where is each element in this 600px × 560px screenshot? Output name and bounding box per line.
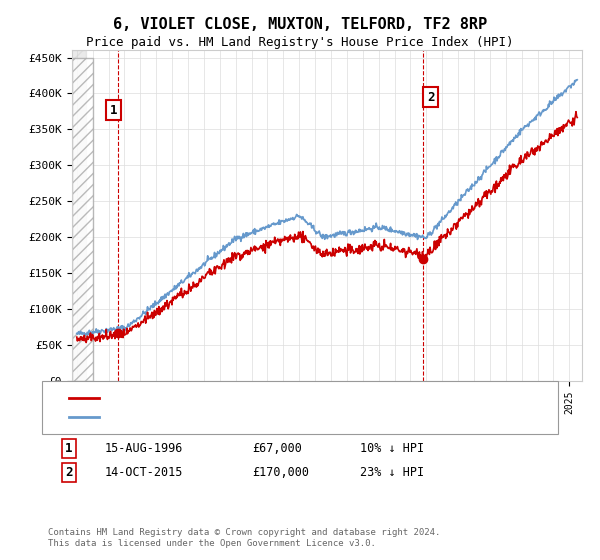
Text: 1: 1 <box>110 104 118 116</box>
Text: 6, VIOLET CLOSE, MUXTON, TELFORD, TF2 8RP: 6, VIOLET CLOSE, MUXTON, TELFORD, TF2 8R… <box>113 17 487 32</box>
Text: £67,000: £67,000 <box>252 442 302 455</box>
Bar <box>69 50 86 381</box>
Text: 1: 1 <box>65 442 73 455</box>
Text: 6, VIOLET CLOSE, MUXTON, TELFORD, TF2 8RP (detached house): 6, VIOLET CLOSE, MUXTON, TELFORD, TF2 8R… <box>105 393 467 403</box>
Text: £170,000: £170,000 <box>252 466 309 479</box>
Text: Contains HM Land Registry data © Crown copyright and database right 2024.
This d: Contains HM Land Registry data © Crown c… <box>48 528 440 548</box>
Text: Price paid vs. HM Land Registry's House Price Index (HPI): Price paid vs. HM Land Registry's House … <box>86 36 514 49</box>
Text: 10% ↓ HPI: 10% ↓ HPI <box>360 442 424 455</box>
Text: 23% ↓ HPI: 23% ↓ HPI <box>360 466 424 479</box>
Text: 14-OCT-2015: 14-OCT-2015 <box>105 466 184 479</box>
Text: HPI: Average price, detached house, Telford and Wrekin: HPI: Average price, detached house, Telf… <box>105 412 443 422</box>
Text: 2: 2 <box>427 91 434 104</box>
Text: 15-AUG-1996: 15-AUG-1996 <box>105 442 184 455</box>
Text: 2: 2 <box>65 466 73 479</box>
